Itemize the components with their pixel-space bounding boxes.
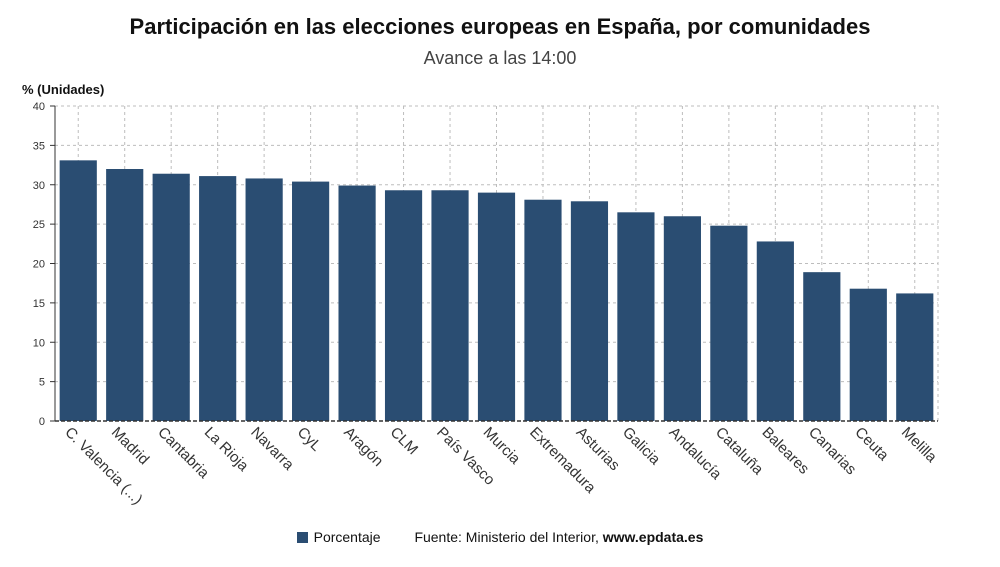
bar xyxy=(524,199,562,421)
x-tick-label: Ceuta xyxy=(851,424,892,465)
chart-subtitle: Avance a las 14:00 xyxy=(423,48,577,68)
source-prefix: Fuente: Ministerio del Interior, xyxy=(414,529,603,545)
y-tick-label: 5 xyxy=(39,377,45,389)
x-tick-label: Murcia xyxy=(480,424,524,468)
y-tick-label: 40 xyxy=(33,101,45,113)
y-tick-label: 15 xyxy=(33,298,45,310)
bar xyxy=(617,212,655,421)
bar xyxy=(896,293,934,421)
y-tick-label: 10 xyxy=(33,337,45,349)
legend-label: Porcentaje xyxy=(313,529,381,545)
source-text: Fuente: Ministerio del Interior, www.epd… xyxy=(414,529,703,545)
bar xyxy=(199,176,237,421)
x-tick-label: Navarra xyxy=(247,424,297,474)
y-tick-label: 25 xyxy=(33,219,45,231)
legend: Porcentaje Fuente: Ministerio del Interi… xyxy=(0,529,1000,545)
x-tick-label: Melilla xyxy=(898,424,941,467)
x-tick-label: CyL xyxy=(294,424,325,455)
y-tick-label: 0 xyxy=(39,416,45,428)
x-tick-label: Galicia xyxy=(619,424,664,469)
bar xyxy=(106,169,144,421)
legend-swatch xyxy=(296,532,308,543)
y-axis-label: % (Unidades) xyxy=(22,82,105,97)
bar xyxy=(710,225,748,421)
bar xyxy=(431,190,469,421)
bar xyxy=(849,288,887,421)
x-tick-label: Canarias xyxy=(805,424,859,478)
bar xyxy=(570,201,609,421)
x-tick-label: Baleares xyxy=(759,424,813,478)
bar xyxy=(477,192,516,421)
bar xyxy=(663,216,701,421)
bar xyxy=(756,241,794,421)
x-tick-label: CLM xyxy=(387,424,421,458)
y-tick-label: 35 xyxy=(33,140,45,152)
bar xyxy=(245,178,283,421)
bar xyxy=(384,190,423,421)
bar xyxy=(292,181,330,421)
y-tick-label: 30 xyxy=(33,180,45,192)
chart-title: Participación en las elecciones europeas… xyxy=(129,14,871,39)
y-tick-label: 20 xyxy=(33,259,45,271)
bar xyxy=(338,185,376,421)
x-tick-label: Aragón xyxy=(340,424,386,470)
bar xyxy=(152,173,190,421)
bar xyxy=(803,272,841,421)
source-brand: www.epdata.es xyxy=(602,529,704,545)
x-tick-label: Madrid xyxy=(108,424,152,468)
bar xyxy=(59,160,97,421)
